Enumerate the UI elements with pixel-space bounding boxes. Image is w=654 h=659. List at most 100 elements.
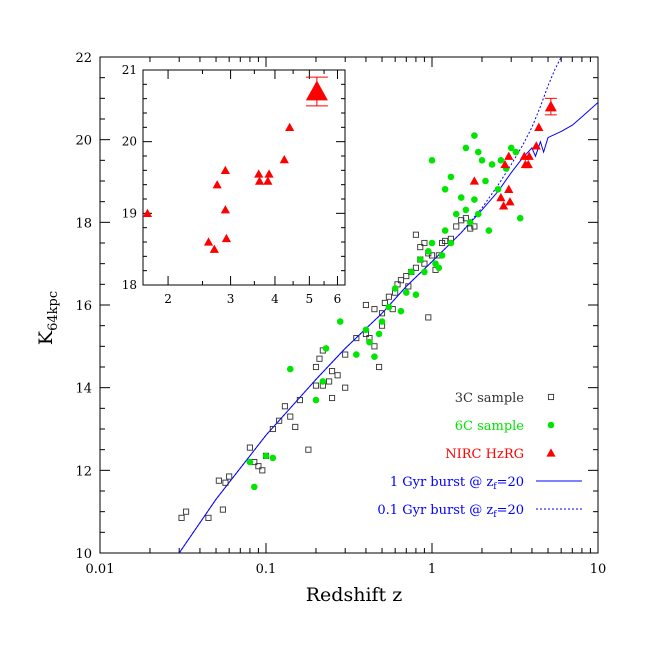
legend-label-sub: f xyxy=(493,510,497,520)
point-6c xyxy=(512,148,520,156)
point-6c xyxy=(457,194,465,201)
point-nirc xyxy=(469,176,479,185)
point-3c xyxy=(292,423,299,430)
point-6c xyxy=(435,264,443,272)
point-3c xyxy=(222,479,229,486)
point-6c xyxy=(466,219,474,226)
point-3c xyxy=(371,306,378,313)
point-3c xyxy=(353,335,360,342)
point-3c xyxy=(371,343,378,350)
legend-marker xyxy=(546,448,556,457)
point-3c xyxy=(287,413,294,420)
point-3c xyxy=(405,283,412,290)
point-3c xyxy=(385,293,392,300)
x-tick-label: 0.1 xyxy=(256,562,277,577)
legend-label: 0.1 Gyr burst @ zf=20 xyxy=(377,503,524,520)
legend-label: NIRC HzRG xyxy=(445,447,524,462)
point-6c xyxy=(391,285,399,292)
inset-plot-data xyxy=(142,76,328,253)
point-3c xyxy=(205,514,212,521)
point-nirc xyxy=(504,184,514,193)
legend-label-prefix: 0.1 Gyr burst @ z xyxy=(377,503,493,518)
point-6c xyxy=(474,148,482,156)
point-nirc xyxy=(505,197,515,206)
y-axis-title-sub: 64kpc xyxy=(46,291,61,331)
point-6c xyxy=(482,177,489,185)
inset-y-tick-label: 20 xyxy=(122,135,137,149)
point-3c xyxy=(215,477,222,484)
inset-point-nirc xyxy=(254,169,264,178)
inset-point-nirc xyxy=(220,165,230,175)
inset-point-nirc xyxy=(220,205,230,214)
point-6c xyxy=(416,256,424,263)
point-3c xyxy=(255,463,262,470)
y-tick-label: 18 xyxy=(75,216,92,231)
legend-label-suffix: =20 xyxy=(497,503,524,518)
legend-label: 3C sample xyxy=(455,391,525,406)
point-3c xyxy=(269,425,276,433)
legend-label-suffix: =20 xyxy=(497,475,524,490)
y-tick-label: 12 xyxy=(75,464,92,479)
point-6c xyxy=(438,252,446,259)
point-6c xyxy=(322,345,330,352)
legend-marker xyxy=(547,421,555,429)
point-3c xyxy=(439,239,446,247)
point-3c xyxy=(462,215,469,222)
point-6c xyxy=(319,378,327,385)
inset-x-tick-label: 3 xyxy=(227,292,235,306)
point-3c xyxy=(412,264,419,271)
point-6c xyxy=(494,185,502,193)
inset-point-nirc xyxy=(221,233,232,243)
point-6c xyxy=(488,161,496,168)
point-nirc xyxy=(500,159,510,169)
main-plot-area: 0.01 0.1 1 10 10 12 14 16 18 20 22 xyxy=(75,51,606,577)
point-3c xyxy=(403,273,410,280)
point-6c xyxy=(402,289,410,296)
point-nirc xyxy=(524,151,534,160)
point-6c xyxy=(428,157,436,164)
point-3c xyxy=(453,223,460,230)
point-3c xyxy=(259,467,266,474)
point-nirc xyxy=(504,151,514,160)
point-6c xyxy=(471,132,478,139)
point-6c xyxy=(516,214,524,222)
point-3c xyxy=(428,252,436,259)
point-3c xyxy=(296,397,303,404)
point-6c xyxy=(353,351,360,358)
point-6c xyxy=(425,247,432,255)
inset-y-tick-label: 19 xyxy=(122,206,137,220)
point-6c xyxy=(397,307,405,315)
point-3c xyxy=(316,355,323,362)
point-6c xyxy=(441,227,449,234)
point-3c xyxy=(421,260,428,267)
point-6c xyxy=(447,239,455,247)
point-3c xyxy=(378,310,386,317)
y-tick-label: 22 xyxy=(75,51,92,66)
point-nirc xyxy=(523,159,533,169)
point-3c xyxy=(381,299,388,306)
point-6c xyxy=(336,318,344,325)
point-6c xyxy=(286,365,294,373)
legend-label-prefix: 1 Gyr burst @ z xyxy=(390,475,494,490)
inset-point-nirc xyxy=(285,122,295,132)
point-3c xyxy=(421,239,428,247)
inset-frame xyxy=(142,69,346,286)
inset-point-nirc xyxy=(264,169,274,178)
point-6c xyxy=(371,353,378,360)
point-3c xyxy=(425,314,432,321)
point-6c xyxy=(507,144,515,152)
point-3c xyxy=(362,301,369,309)
main-plot-data xyxy=(178,57,598,553)
inset-x-tick-label: 5 xyxy=(306,292,314,306)
y-tick-label: 20 xyxy=(75,134,92,149)
point-6c xyxy=(375,330,383,338)
point-6c xyxy=(462,144,470,152)
point-6c xyxy=(441,185,449,193)
point-3c xyxy=(305,446,312,453)
point-3c xyxy=(342,351,349,358)
point-nirc xyxy=(534,122,544,131)
point-3c xyxy=(334,372,341,379)
point-6c xyxy=(378,318,386,325)
point-6c xyxy=(478,157,486,164)
inset-point-nirc xyxy=(209,244,219,253)
